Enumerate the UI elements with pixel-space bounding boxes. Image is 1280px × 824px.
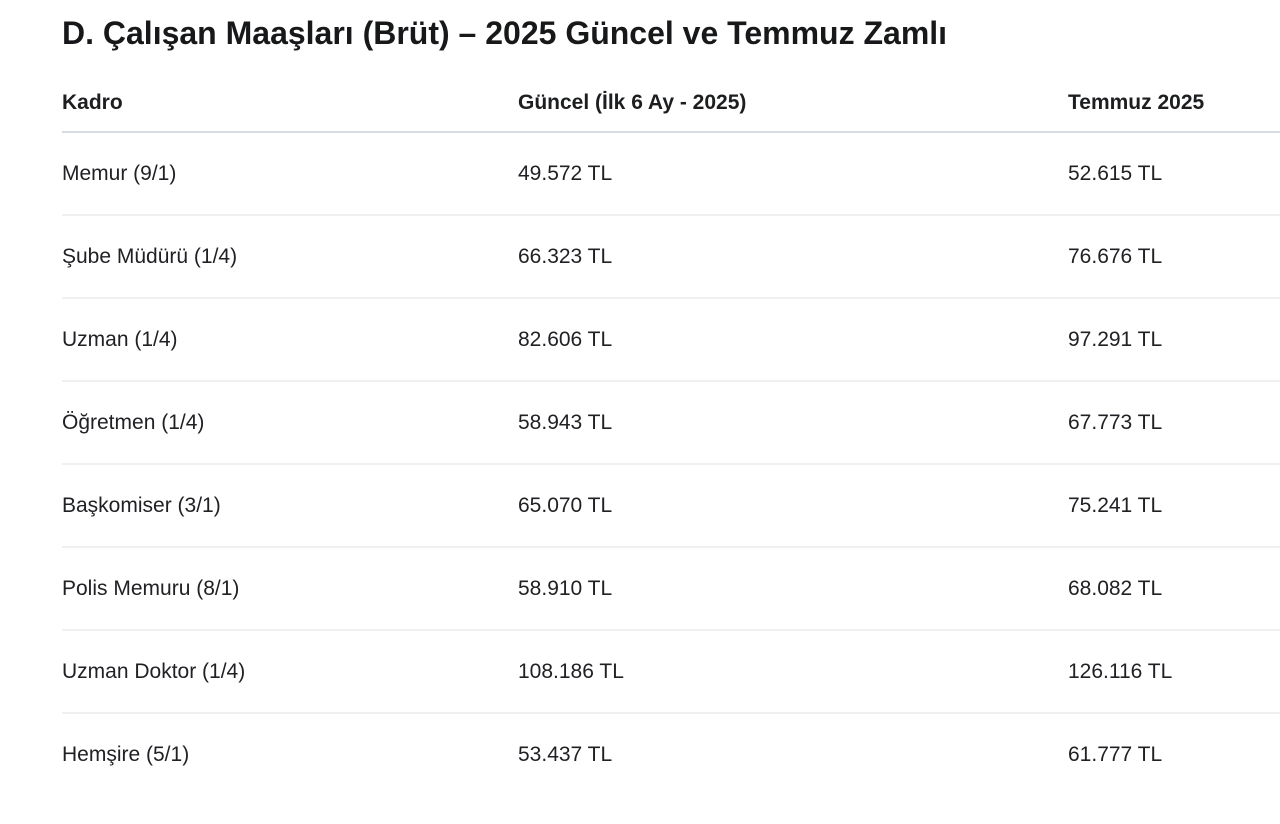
cell-temmuz: 126.116 TL: [1068, 630, 1280, 714]
cell-kadro: Uzman Doktor (1/4): [62, 630, 518, 714]
cell-kadro: Memur (9/1): [62, 132, 518, 216]
cell-guncel: 49.572 TL: [518, 132, 1068, 216]
table-row: Polis Memuru (8/1) 58.910 TL 68.082 TL: [62, 547, 1280, 631]
cell-kadro: Hemşire (5/1): [62, 743, 190, 766]
cell-temmuz: 68.082 TL: [1068, 547, 1280, 631]
cell-kadro: Uzman (1/4): [62, 298, 518, 382]
article-section: D. Çalışan Maaşları (Brüt) – 2025 Güncel…: [62, 15, 1280, 795]
table-row: Uzman (1/4) 82.606 TL 97.291 TL: [62, 298, 1280, 382]
table-row: Şube Müdürü (1/4) 66.323 TL 76.676 TL: [62, 215, 1280, 299]
table-row: Uzman Doktor (1/4) 108.186 TL 126.116 TL: [62, 630, 1280, 714]
cell-temmuz: 61.777 TL: [1068, 743, 1163, 766]
cell-temmuz: 97.291 TL: [1068, 298, 1280, 382]
cell-temmuz: 76.676 TL: [1068, 215, 1280, 299]
cell-guncel: 58.943 TL: [518, 381, 1068, 465]
cell-guncel: 82.606 TL: [518, 298, 1068, 382]
table-row: Hemşire (5/1) 53.437 TL 61.777 TL: [62, 713, 1280, 795]
table-row: Başkomiser (3/1) 65.070 TL 75.241 TL: [62, 464, 1280, 548]
salary-table: Kadro Güncel (İlk 6 Ay - 2025) Temmuz 20…: [62, 89, 1280, 795]
table-header-row: Kadro Güncel (İlk 6 Ay - 2025) Temmuz 20…: [62, 89, 1280, 133]
cell-guncel: 65.070 TL: [518, 464, 1068, 548]
table-row: Memur (9/1) 49.572 TL 52.615 TL: [62, 132, 1280, 216]
cell-temmuz: 52.615 TL: [1068, 132, 1280, 216]
column-header-kadro: Kadro: [62, 89, 518, 133]
page-title: D. Çalışan Maaşları (Brüt) – 2025 Güncel…: [62, 15, 948, 51]
column-header-guncel: Güncel (İlk 6 Ay - 2025): [518, 89, 1068, 133]
cell-kadro: Şube Müdürü (1/4): [62, 215, 518, 299]
cell-guncel: 53.437 TL: [518, 743, 613, 766]
cell-guncel: 66.323 TL: [518, 215, 1068, 299]
cell-temmuz: 75.241 TL: [1068, 464, 1280, 548]
cell-temmuz: 67.773 TL: [1068, 381, 1280, 465]
column-header-temmuz: Temmuz 2025: [1068, 89, 1280, 133]
cell-kadro: Başkomiser (3/1): [62, 464, 518, 548]
cell-guncel: 108.186 TL: [518, 630, 1068, 714]
cell-kadro: Öğretmen (1/4): [62, 381, 518, 465]
table-row: Öğretmen (1/4) 58.943 TL 67.773 TL: [62, 381, 1280, 465]
cell-kadro: Polis Memuru (8/1): [62, 547, 518, 631]
cell-guncel: 58.910 TL: [518, 547, 1068, 631]
